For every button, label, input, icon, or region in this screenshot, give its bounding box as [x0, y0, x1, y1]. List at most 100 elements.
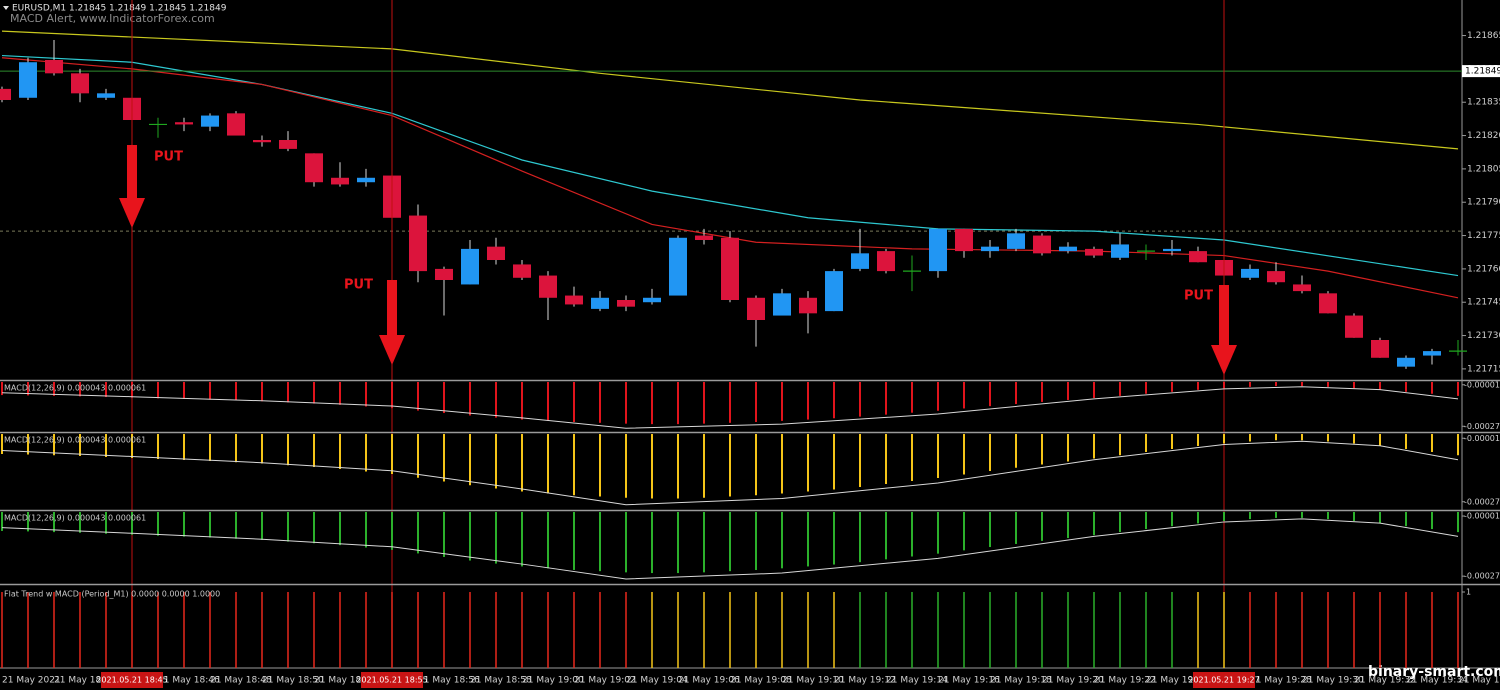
- x-tick-label: 21 May 19:10: [782, 676, 844, 686]
- y-tick-label: 1.21745: [1467, 298, 1500, 308]
- candle-body: [175, 122, 193, 125]
- x-tick-label: 21 May 19:24: [1146, 676, 1208, 686]
- candle-body: [331, 177, 349, 185]
- symbol-header: EURUSD,M1 1.21845 1.21849 1.21845 1.2184…: [12, 4, 227, 14]
- signal-arrowhead: [1211, 345, 1237, 375]
- candle-body: [955, 228, 973, 252]
- candle-body: [1293, 284, 1311, 292]
- y-tick-label: -0.000271: [1464, 572, 1500, 581]
- x-tick-label: 21 May 19:04: [626, 676, 688, 686]
- signal-label: PUT: [344, 278, 373, 293]
- y-tick-label: 1.21790: [1467, 198, 1500, 208]
- candle-body: [461, 248, 479, 285]
- candle-body: [617, 300, 635, 307]
- x-tick-label: 21 May 19:32: [1354, 676, 1416, 686]
- candle-body: [71, 73, 89, 94]
- x-tick-label: 21 May 19:30: [1302, 676, 1364, 686]
- candle-body: [97, 93, 115, 98]
- y-tick-label: 1.21715: [1467, 364, 1500, 374]
- y-tick-label: -0.000017: [1464, 380, 1500, 389]
- y-tick-label: 1.21775: [1467, 231, 1500, 241]
- x-tick-label: 21 May 18:42: [54, 676, 116, 686]
- x-tick-label: 21 May 18:46: [158, 676, 220, 686]
- y-tick-label: 1.21760: [1467, 264, 1500, 274]
- candle-body: [305, 153, 323, 183]
- x-tick-label: 21 May 19:14: [886, 676, 948, 686]
- signal-time-box: [361, 672, 423, 688]
- signal-time: 2021.05.21 18:55: [356, 676, 427, 685]
- signal-line: [1, 440, 1459, 506]
- signal-line: [1, 518, 1459, 580]
- candle-body: [45, 60, 63, 74]
- x-tick-label: 21 May 18:56: [418, 676, 480, 686]
- y-tick-label: -0.000017: [1464, 512, 1500, 521]
- candle-body: [721, 237, 739, 300]
- panel-title: MACD(12,26,9) 0.000043 0.000061: [4, 514, 146, 523]
- indicator-header: MACD Alert, www.IndicatorForex.com: [10, 12, 215, 25]
- panel-title: MACD(12,26,9) 0.000043 0.000061: [4, 384, 146, 393]
- candle-body: [773, 293, 791, 316]
- candle-body: [1319, 293, 1337, 314]
- candle-body: [279, 140, 297, 149]
- candle-body: [19, 62, 37, 98]
- x-tick-label: 21 May 19:36: [1458, 676, 1500, 686]
- candle-body: [877, 251, 895, 272]
- x-tick-label: 21 May 19:16: [938, 676, 1000, 686]
- y-tick-label: 1.21730: [1467, 331, 1500, 341]
- candle-body: [513, 264, 531, 278]
- candle-body: [1163, 248, 1181, 252]
- signal-shaft: [127, 145, 137, 200]
- candle-body: [253, 140, 271, 143]
- y-tick-label: -0.000271: [1464, 497, 1500, 506]
- signal-label: PUT: [1184, 289, 1213, 304]
- candle-body: [1267, 271, 1285, 283]
- candle-body: [357, 177, 375, 183]
- x-tick-label: 21 May 19:12: [834, 676, 896, 686]
- y-tick-label: 1.21805: [1467, 164, 1500, 174]
- candle-body: [591, 297, 609, 309]
- candle-body: [565, 295, 583, 305]
- y-tick-label: 1.21820: [1467, 131, 1500, 141]
- x-tick-label: 21 May 19:22: [1094, 676, 1156, 686]
- x-tick-label: 21 May 18:52: [314, 676, 376, 686]
- candle-body: [1371, 340, 1389, 358]
- y-tick-label: 1.21865: [1467, 31, 1500, 41]
- x-tick-label: 21 May 18:58: [470, 676, 532, 686]
- watermark: binary-smart.com: [1368, 664, 1500, 680]
- x-tick-label: 21 May 19:08: [730, 676, 792, 686]
- candle-body: [201, 115, 219, 127]
- signal-time: 2021.05.21 18:45: [96, 676, 167, 685]
- candle-body: [1241, 268, 1259, 278]
- candle-body: [929, 228, 947, 272]
- signal-arrowhead: [119, 198, 145, 228]
- candle-body: [851, 253, 869, 269]
- header-arrow: [3, 6, 9, 10]
- x-tick-label: 21 May 19:20: [1042, 676, 1104, 686]
- candle-body: [1059, 246, 1077, 252]
- candle-body: [1345, 315, 1363, 338]
- y-tick-label: -0.000017: [1464, 434, 1500, 443]
- candle-body: [695, 235, 713, 240]
- signal-time: 2021.05.21 19:27: [1188, 676, 1259, 685]
- candle-body: [539, 275, 557, 298]
- candle-body: [1189, 251, 1207, 263]
- y-tick-label: 1.21835: [1467, 98, 1500, 108]
- candle-body: [409, 215, 427, 272]
- x-tick-label: 21 May 2021: [2, 676, 61, 686]
- x-tick-label: 21 May 19:28: [1250, 676, 1312, 686]
- x-tick-label: 21 May 19:34: [1406, 676, 1468, 686]
- candle-body: [643, 297, 661, 303]
- candle-body: [227, 113, 245, 136]
- current-price-box: [1462, 65, 1500, 78]
- signal-time-box: [101, 672, 163, 688]
- x-tick-label: 21 May 19:18: [990, 676, 1052, 686]
- candle-body: [1007, 233, 1025, 249]
- candle-body: [487, 246, 505, 260]
- x-tick-label: 21 May 18:48: [210, 676, 272, 686]
- signal-line: [1, 386, 1459, 429]
- x-tick-label: 21 May 19:02: [574, 676, 636, 686]
- panel-title: Flat Trend w MACD (Period_M1) 0.0000 0.0…: [4, 590, 220, 599]
- candle-body: [669, 237, 687, 296]
